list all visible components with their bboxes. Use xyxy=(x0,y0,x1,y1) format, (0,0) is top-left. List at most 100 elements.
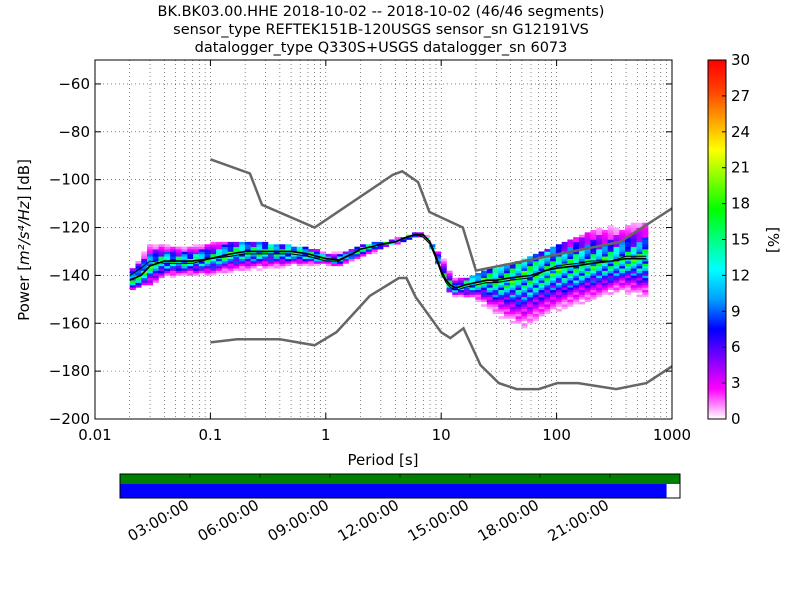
histogram-cell xyxy=(527,275,534,279)
histogram-cell xyxy=(596,289,603,293)
histogram-cell xyxy=(204,249,211,252)
histogram-cell xyxy=(515,301,522,305)
histogram-cell xyxy=(596,263,603,267)
histogram-cell xyxy=(527,280,534,283)
histogram-cell xyxy=(567,256,574,259)
histogram-cell xyxy=(544,280,551,283)
histogram-cell xyxy=(262,256,269,259)
histogram-cell xyxy=(567,299,574,303)
histogram-cell xyxy=(550,301,557,305)
histogram-cell xyxy=(527,287,534,291)
histogram-cell xyxy=(481,270,488,274)
histogram-cell xyxy=(584,289,591,293)
histogram-cell xyxy=(216,246,223,250)
histogram-cell xyxy=(590,232,597,236)
histogram-cell xyxy=(498,292,505,295)
colorbar-tick-label: 9 xyxy=(731,302,741,320)
histogram-cell xyxy=(463,294,470,298)
histogram-cell xyxy=(596,237,603,240)
histogram-cell xyxy=(636,253,643,257)
histogram-cell xyxy=(509,294,516,298)
histogram-cell xyxy=(492,311,499,314)
histogram-cell xyxy=(544,273,551,276)
histogram-cell xyxy=(244,253,251,257)
histogram-cell xyxy=(193,249,200,252)
histogram-cell xyxy=(532,308,539,312)
histogram-cell xyxy=(584,294,591,298)
histogram-cell xyxy=(348,253,355,257)
histogram-cell xyxy=(544,296,551,300)
histogram-cell xyxy=(590,287,597,291)
histogram-cell xyxy=(573,301,580,305)
histogram-cell xyxy=(607,273,614,276)
histogram-cell xyxy=(509,308,516,312)
histogram-cell xyxy=(267,249,275,252)
histogram-cell xyxy=(170,251,177,255)
histogram-cell xyxy=(475,294,482,298)
histogram-cell xyxy=(273,256,280,259)
histogram-cell xyxy=(221,256,228,259)
histogram-cell xyxy=(636,284,643,288)
histogram-cell xyxy=(561,256,568,259)
histogram-cell xyxy=(625,284,632,288)
histogram-cell xyxy=(544,301,551,305)
histogram-cell xyxy=(481,275,488,279)
histogram-cell xyxy=(244,268,251,271)
histogram-cell xyxy=(532,299,539,303)
histogram-cell xyxy=(193,263,200,267)
histogram-cell xyxy=(296,249,303,252)
histogram-cell xyxy=(377,244,384,247)
histogram-cell xyxy=(262,241,269,245)
histogram-cell xyxy=(452,280,459,283)
histogram-cell xyxy=(521,318,528,322)
histogram-cell xyxy=(187,273,194,276)
histogram-cell xyxy=(601,241,609,245)
timeline-tick-label: 06:00:00 xyxy=(195,496,262,545)
histogram-cell xyxy=(532,263,539,267)
histogram-cell xyxy=(630,234,637,238)
histogram-cell xyxy=(129,275,136,279)
histogram-cell xyxy=(550,289,557,293)
histogram-cell xyxy=(607,229,614,233)
histogram-cell xyxy=(521,304,528,307)
histogram-cell xyxy=(256,261,263,264)
histogram-cell xyxy=(527,296,534,300)
histogram-cell xyxy=(175,263,182,267)
histogram-cell xyxy=(377,241,384,245)
histogram-cell xyxy=(584,273,591,276)
histogram-cell xyxy=(601,284,609,288)
histogram-cell xyxy=(504,284,511,288)
histogram-cell xyxy=(204,256,211,259)
histogram-cell xyxy=(135,280,142,283)
histogram-cell xyxy=(567,277,574,281)
histogram-cell xyxy=(630,237,637,240)
histogram-cell xyxy=(636,282,643,286)
histogram-cell xyxy=(492,304,499,307)
histogram-cell xyxy=(642,241,649,245)
histogram-cell xyxy=(504,270,511,274)
histogram-cell xyxy=(555,296,562,300)
histogram-cell xyxy=(509,282,516,286)
histogram-cell xyxy=(210,241,217,245)
histogram-cell xyxy=(227,253,234,257)
histogram-cell xyxy=(619,244,626,247)
histogram-cell xyxy=(550,306,557,310)
histogram-cell xyxy=(164,246,171,250)
histogram-cell xyxy=(555,277,562,281)
histogram-cell xyxy=(573,299,580,303)
histogram-cell xyxy=(170,273,177,276)
colorbar-tick-label: 6 xyxy=(731,338,741,356)
histogram-cell xyxy=(561,268,568,271)
histogram-cell xyxy=(544,299,551,303)
histogram-cell xyxy=(515,280,522,283)
histogram-cell xyxy=(221,246,228,250)
histogram-cell xyxy=(625,225,632,228)
histogram-cell xyxy=(596,270,603,274)
histogram-cell xyxy=(164,253,171,257)
histogram-cell xyxy=(521,306,528,310)
colorbar-tick-label: 27 xyxy=(731,87,750,105)
histogram-cell xyxy=(613,268,620,271)
histogram-cell xyxy=(308,251,315,255)
histogram-cell xyxy=(221,265,228,269)
histogram-cell xyxy=(152,251,159,255)
